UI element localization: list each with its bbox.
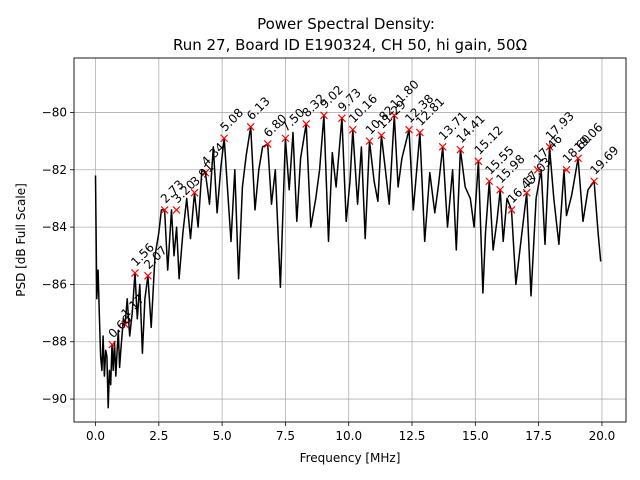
peak-marker [246, 122, 255, 131]
peak-marker [281, 134, 290, 143]
peak-marker [172, 205, 181, 214]
y-tick-label: −90 [42, 392, 67, 406]
peak-marker [496, 185, 505, 194]
peak-marker-stroke [348, 125, 357, 134]
x-axis-label: Frequency [MHz] [300, 451, 401, 465]
x-tick-label: 17.5 [525, 429, 552, 443]
peak-marker-stroke [220, 134, 229, 143]
peak-marker [456, 145, 465, 154]
peak-marker-stroke [496, 185, 505, 194]
peak-marker-stroke [108, 340, 117, 349]
x-tick-label: 5.0 [213, 429, 232, 443]
peak-label: 19.06 [571, 120, 605, 154]
peak-marker [121, 320, 130, 329]
peak-marker [390, 111, 399, 120]
peak-marker-stroke [172, 205, 181, 214]
peak-marker-stroke [263, 140, 272, 148]
peak-marker [377, 131, 386, 140]
x-tick-label: 7.5 [276, 429, 295, 443]
y-axis-label: PSD [dB Full Scale] [14, 183, 28, 297]
peak-marker [533, 165, 542, 174]
peak-marker-stroke [574, 154, 583, 163]
y-tick-label: −80 [42, 105, 67, 119]
x-tick-label: 15.0 [462, 429, 489, 443]
x-tick-label: 20.0 [589, 429, 616, 443]
peak-marker-stroke [545, 142, 554, 151]
peak-marker-stroke [201, 168, 210, 177]
peak-marker-stroke [405, 125, 413, 134]
peak-marker-stroke [144, 271, 152, 280]
peak-marker [545, 142, 554, 151]
peak-marker-stroke [533, 165, 542, 174]
y-tick-label: −86 [42, 277, 67, 291]
peak-marker [474, 157, 483, 166]
peak-marker [190, 188, 199, 197]
peak-label: 19.69 [587, 143, 621, 177]
peak-marker [438, 142, 447, 151]
plot-frame [73, 57, 627, 423]
x-axis-ticks: 0.0 2.5 5.0 7.5 10.0 12.5 15.0 17.5 20.0 [86, 422, 615, 443]
peak-markers [108, 111, 599, 349]
peak-marker-stroke [485, 177, 494, 186]
peak-marker-stroke [365, 137, 374, 146]
peak-marker [144, 271, 152, 280]
peak-marker-stroke [456, 145, 465, 154]
peak-marker [337, 114, 346, 123]
peak-label: 6.13 [244, 94, 273, 123]
peak-label: 5.08 [217, 106, 246, 135]
chart-title: Power Spectral Density: [257, 15, 435, 33]
peak-marker [590, 177, 599, 186]
y-tick-label: −88 [42, 335, 67, 349]
peak-marker [574, 154, 583, 163]
peak-label: 1.17 [118, 292, 147, 321]
peak-marker [562, 165, 571, 174]
peak-marker-stroke [319, 111, 328, 120]
peak-marker-stroke [302, 119, 311, 128]
peak-marker-stroke [390, 111, 399, 120]
peak-marker-stroke [438, 142, 447, 151]
peak-marker [201, 168, 210, 177]
peak-marker-stroke [415, 128, 424, 137]
peak-marker [131, 269, 139, 277]
peak-marker [108, 340, 117, 349]
peak-marker [263, 140, 272, 148]
peak-marker [365, 137, 374, 146]
peak-marker [485, 177, 494, 186]
peak-marker [220, 134, 229, 143]
peak-marker-stroke [281, 134, 290, 143]
psd-series-line [94, 114, 602, 409]
chart-subtitle: Run 27, Board ID E190324, CH 50, hi gain… [173, 36, 527, 54]
plot-area [94, 114, 602, 409]
peak-marker [507, 205, 516, 214]
y-tick-label: −82 [42, 163, 67, 177]
peak-marker-stroke [190, 188, 199, 197]
peak-marker-stroke [474, 157, 483, 166]
peak-marker-stroke [246, 122, 255, 131]
peak-marker [160, 205, 169, 214]
peak-marker-stroke [160, 205, 169, 214]
peak-marker-stroke [121, 320, 130, 329]
y-tick-label: −84 [42, 220, 67, 234]
peak-marker-stroke [590, 177, 599, 186]
peak-marker-stroke [337, 114, 346, 123]
x-tick-label: 2.5 [149, 429, 168, 443]
peak-marker [405, 125, 413, 134]
peak-marker-stroke [562, 165, 571, 174]
peak-marker-stroke [507, 205, 516, 214]
y-axis-ticks: −90 −88 −86 −84 −82 −80 [42, 105, 74, 406]
x-tick-label: 12.5 [399, 429, 426, 443]
peak-marker [302, 119, 311, 128]
peak-marker-stroke [377, 131, 386, 140]
peak-marker [319, 111, 328, 120]
peak-marker [415, 128, 424, 137]
peak-marker [522, 188, 531, 197]
x-tick-label: 10.0 [335, 429, 362, 443]
x-tick-label: 0.0 [86, 429, 105, 443]
peak-marker [348, 125, 357, 134]
peak-marker-stroke [131, 269, 139, 277]
peak-marker-stroke [522, 188, 531, 197]
